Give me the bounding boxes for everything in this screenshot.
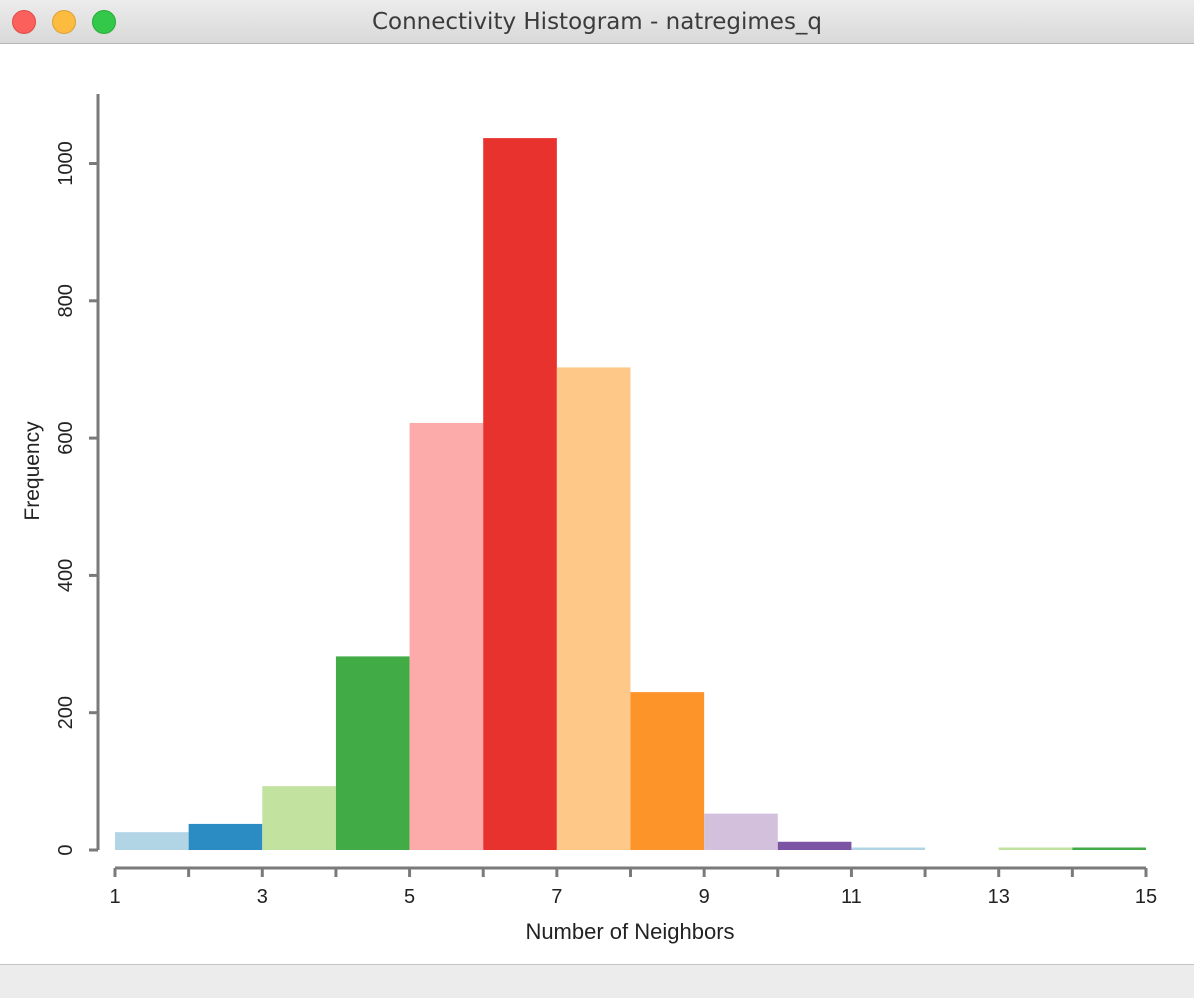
x-tick-label: 5 <box>404 886 415 908</box>
y-tick-label: 1000 <box>55 141 77 186</box>
x-tick-label: 1 <box>109 886 120 908</box>
x-tick-label: 3 <box>257 886 268 908</box>
y-axis-ticks: 0 200 400 600 800 1000 <box>55 141 98 856</box>
y-tick-label: 200 <box>55 696 77 729</box>
histogram-bar-9 <box>704 813 778 850</box>
window-title: Connectivity Histogram - natregimes_q <box>371 9 823 35</box>
histogram-bar-8 <box>630 692 705 850</box>
x-tick-label: 15 <box>1135 886 1157 908</box>
window-titlebar: Connectivity Histogram - natregimes_q <box>0 0 1194 44</box>
histogram-bar-3 <box>262 786 336 850</box>
x-tick-label: 11 <box>841 886 862 908</box>
histogram-bar-4 <box>335 656 410 850</box>
histogram-bar-10 <box>777 841 852 850</box>
histogram-bar-2 <box>188 823 263 850</box>
y-tick-label: 0 <box>55 844 77 855</box>
bars-group <box>115 138 1146 851</box>
histogram-bar-14 <box>1072 847 1146 850</box>
x-tick-label: 7 <box>551 886 562 908</box>
status-bar <box>0 964 1194 998</box>
x-tick-label: 13 <box>988 886 1010 908</box>
histogram-bar-11 <box>851 847 926 850</box>
y-tick-label: 800 <box>55 284 77 317</box>
x-axis-label: Number of Neighbors <box>525 919 734 944</box>
histogram-bar-7 <box>556 367 631 850</box>
y-tick-label: 600 <box>55 421 77 454</box>
close-window-button[interactable] <box>12 10 36 34</box>
histogram-bar-6 <box>483 138 557 851</box>
histogram-bar-5 <box>409 422 484 850</box>
maximize-window-button[interactable] <box>92 10 116 34</box>
x-tick-label: 9 <box>699 886 710 908</box>
y-tick-label: 400 <box>55 559 77 592</box>
histogram-chart: 0 200 400 600 800 1000 1 3 5 7 9 11 13 15 Number of … <box>0 44 1194 964</box>
histogram-bar-13 <box>998 847 1073 850</box>
minimize-window-button[interactable] <box>52 10 76 34</box>
x-axis-ticks: 1 3 5 7 9 11 13 15 <box>109 868 1157 908</box>
histogram-bar-1 <box>115 832 189 850</box>
y-axis-label: Frequency <box>21 421 44 521</box>
